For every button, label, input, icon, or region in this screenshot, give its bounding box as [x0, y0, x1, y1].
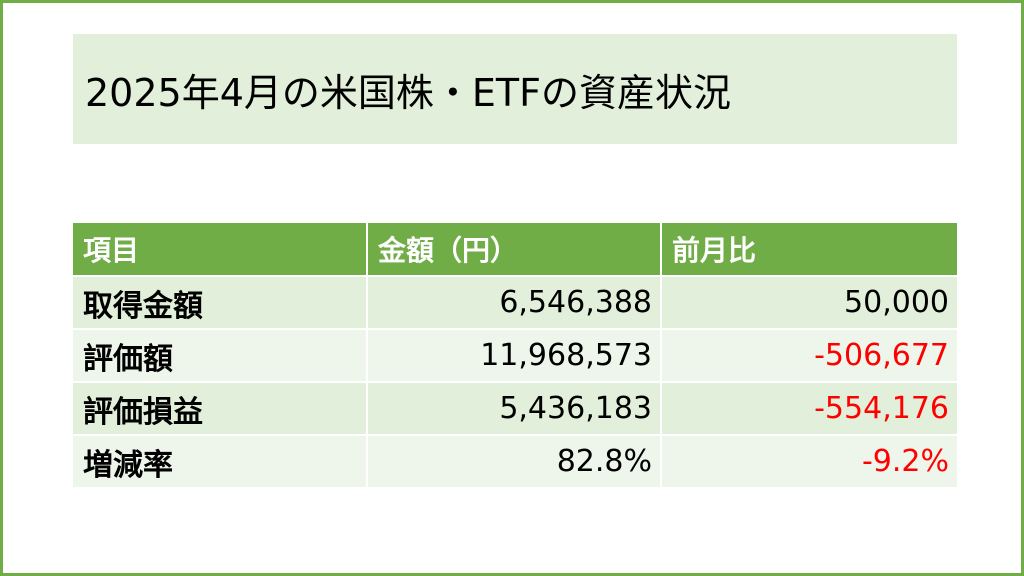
table-row: 増減率 82.8% -9.2%: [73, 435, 957, 489]
row-change: -506,677: [661, 329, 957, 383]
table-row: 評価額 11,968,573 -506,677: [73, 329, 957, 383]
asset-table: 項目 金額（円） 前月比 取得金額 6,546,388 50,000 評価額 1…: [73, 223, 957, 489]
row-amount: 5,436,183: [367, 382, 662, 436]
row-amount: 6,546,388: [367, 276, 662, 330]
header-item: 項目: [73, 223, 368, 277]
row-amount: 11,968,573: [367, 329, 662, 383]
row-label: 評価損益: [73, 382, 368, 436]
row-amount: 82.8%: [367, 435, 662, 489]
row-label: 評価額: [73, 329, 368, 383]
row-change: -9.2%: [661, 435, 957, 489]
slide-title: 2025年4月の米国株・ETFの資産状況: [85, 70, 731, 115]
table-row: 評価損益 5,436,183 -554,176: [73, 382, 957, 436]
table-header-row: 項目 金額（円） 前月比: [73, 223, 957, 277]
row-change: -554,176: [661, 382, 957, 436]
row-label: 増減率: [73, 435, 368, 489]
row-label: 取得金額: [73, 276, 368, 330]
header-amount: 金額（円）: [367, 223, 662, 277]
header-change: 前月比: [661, 223, 957, 277]
row-change: 50,000: [661, 276, 957, 330]
title-box: 2025年4月の米国株・ETFの資産状況: [73, 34, 957, 144]
table-row: 取得金額 6,546,388 50,000: [73, 276, 957, 330]
